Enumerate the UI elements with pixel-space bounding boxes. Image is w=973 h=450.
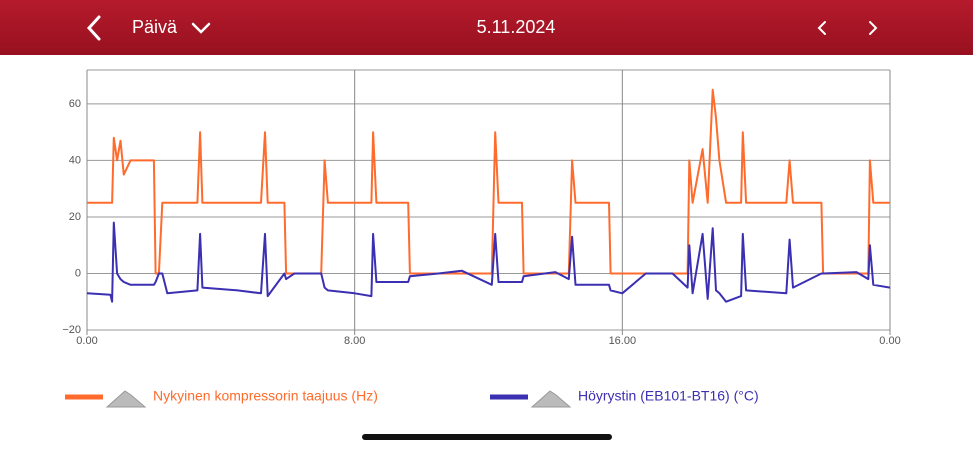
y-tick-label: −20 (62, 324, 81, 336)
home-indicator (362, 434, 612, 440)
legend-label: Höyrystin (EB101-BT16) (°C) (578, 388, 759, 404)
legend: Nykyinen kompressorin taajuus (Hz) Höyrys… (65, 388, 759, 408)
x-tick-label: 0.00 (76, 335, 97, 347)
date-title: 5.11.2024 (477, 17, 556, 37)
legend-swatch (65, 394, 103, 400)
y-tick-label: 0 (75, 267, 81, 279)
legend-label: Nykyinen kompressorin taajuus (Hz) (153, 388, 378, 404)
view-selector[interactable]: Päivä (132, 17, 178, 37)
next-button[interactable] (869, 21, 878, 35)
x-tick-label: 8.00 (344, 335, 365, 347)
header-bar (0, 0, 973, 55)
legend-swatch (490, 394, 528, 400)
y-tick-label: 40 (69, 154, 81, 166)
data-line (86, 221, 891, 303)
x-tick-label: 0.00 (879, 335, 900, 347)
y-tick-label: 20 (69, 211, 81, 223)
prev-button[interactable] (817, 21, 826, 35)
legend-area-icon (105, 390, 147, 408)
y-tick-label: 60 (69, 98, 81, 110)
data-line (87, 88, 890, 275)
legend-area-icon (530, 390, 572, 408)
x-tick-label: 16.00 (609, 335, 637, 347)
back-button[interactable] (86, 15, 101, 41)
plot: −20 0 20 40 60 0.00 8.00 16.00 0.00 (62, 70, 901, 347)
dropdown-icon[interactable] (191, 22, 211, 34)
